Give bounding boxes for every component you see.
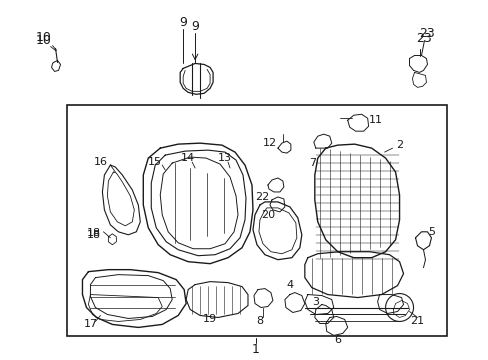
Text: 2: 2 <box>395 140 402 150</box>
Text: 1: 1 <box>251 343 260 356</box>
Text: 18: 18 <box>86 230 101 240</box>
Text: 6: 6 <box>334 336 341 345</box>
Text: 18: 18 <box>86 228 101 238</box>
Text: 17: 17 <box>83 319 97 329</box>
Text: 10: 10 <box>36 34 51 47</box>
Text: 20: 20 <box>260 210 274 220</box>
Text: 10: 10 <box>36 31 51 44</box>
Text: 13: 13 <box>218 153 232 163</box>
Text: 23: 23 <box>419 27 434 40</box>
Text: 5: 5 <box>427 227 434 237</box>
Text: 11: 11 <box>368 115 382 125</box>
Text: 7: 7 <box>308 158 316 168</box>
Text: 4: 4 <box>285 280 293 289</box>
Text: 8: 8 <box>256 316 263 327</box>
Text: 9: 9 <box>191 20 199 33</box>
Text: 22: 22 <box>254 192 268 202</box>
Text: 9: 9 <box>179 16 187 29</box>
Text: 15: 15 <box>148 157 162 167</box>
Text: 12: 12 <box>263 138 276 148</box>
Text: 23: 23 <box>416 32 431 45</box>
Text: 19: 19 <box>203 314 217 324</box>
Text: 3: 3 <box>312 297 319 306</box>
Text: 14: 14 <box>181 153 195 163</box>
Text: 21: 21 <box>409 316 424 327</box>
Text: 16: 16 <box>93 157 107 167</box>
